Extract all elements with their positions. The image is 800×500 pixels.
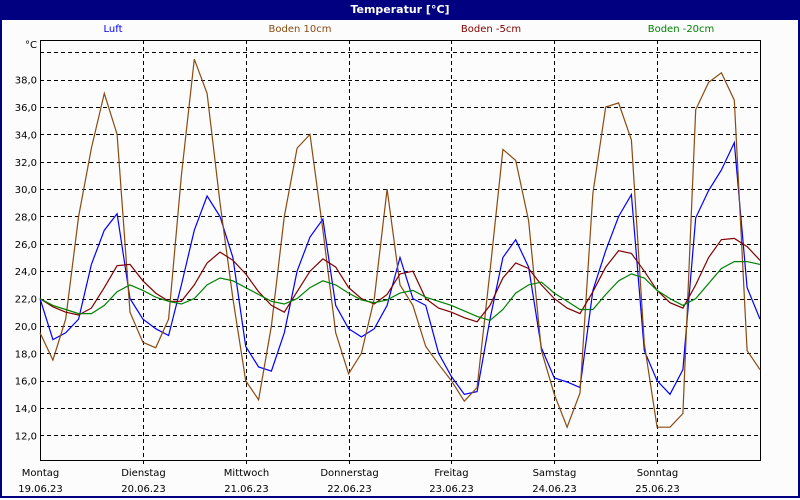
date-label: 20.06.23 [121, 484, 166, 495]
date-label: 19.06.23 [18, 484, 63, 495]
date-label: 23.06.23 [429, 484, 474, 495]
y-tick-label: 38,0 [15, 76, 37, 87]
plot-frame [40, 40, 761, 461]
y-tick-label: 16,0 [15, 377, 37, 388]
day-label: Samstag [533, 468, 577, 479]
y-tick-label: 18,0 [15, 349, 37, 360]
y-tick-label: 36,0 [15, 103, 37, 114]
y-tick-label: 20,0 [15, 322, 37, 333]
series-line-boden-5cm [39, 237, 761, 323]
day-label: Mittwoch [224, 468, 269, 479]
y-tick-label: 14,0 [15, 404, 37, 415]
y-tick-label: 26,0 [15, 240, 37, 251]
chart-title: Temperatur [°C] [0, 0, 800, 20]
y-tick-label: 32,0 [15, 158, 37, 169]
date-label: 22.06.23 [327, 484, 372, 495]
legend-boden-20cm: Boden -20cm [647, 24, 715, 35]
series-line-luft [39, 140, 761, 396]
day-label: Freitag [434, 468, 468, 479]
y-tick-label: 12,0 [15, 431, 37, 442]
legend-boden-10cm: Boden 10cm [268, 24, 332, 35]
series-line-boden-10cm [39, 58, 761, 429]
y-axis-unit: °C [25, 40, 37, 51]
date-label: 21.06.23 [224, 484, 269, 495]
series-line-boden-20cm [39, 261, 761, 322]
day-label: Sonntag [637, 468, 679, 479]
legend-luft: Luft [103, 24, 123, 35]
y-tick-label: 24,0 [15, 267, 37, 278]
day-label: Donnerstag [320, 468, 378, 479]
y-tick-label: 22,0 [15, 295, 37, 306]
date-label: 25.06.23 [635, 484, 680, 495]
day-label: Montag [22, 468, 59, 479]
y-tick-label: 34,0 [15, 130, 37, 141]
y-tick-label: 30,0 [15, 185, 37, 196]
y-tick-label: 28,0 [15, 212, 37, 223]
day-label: Dienstag [121, 468, 166, 479]
date-label: 24.06.23 [532, 484, 577, 495]
legend-boden-5cm: Boden -5cm [460, 24, 522, 35]
